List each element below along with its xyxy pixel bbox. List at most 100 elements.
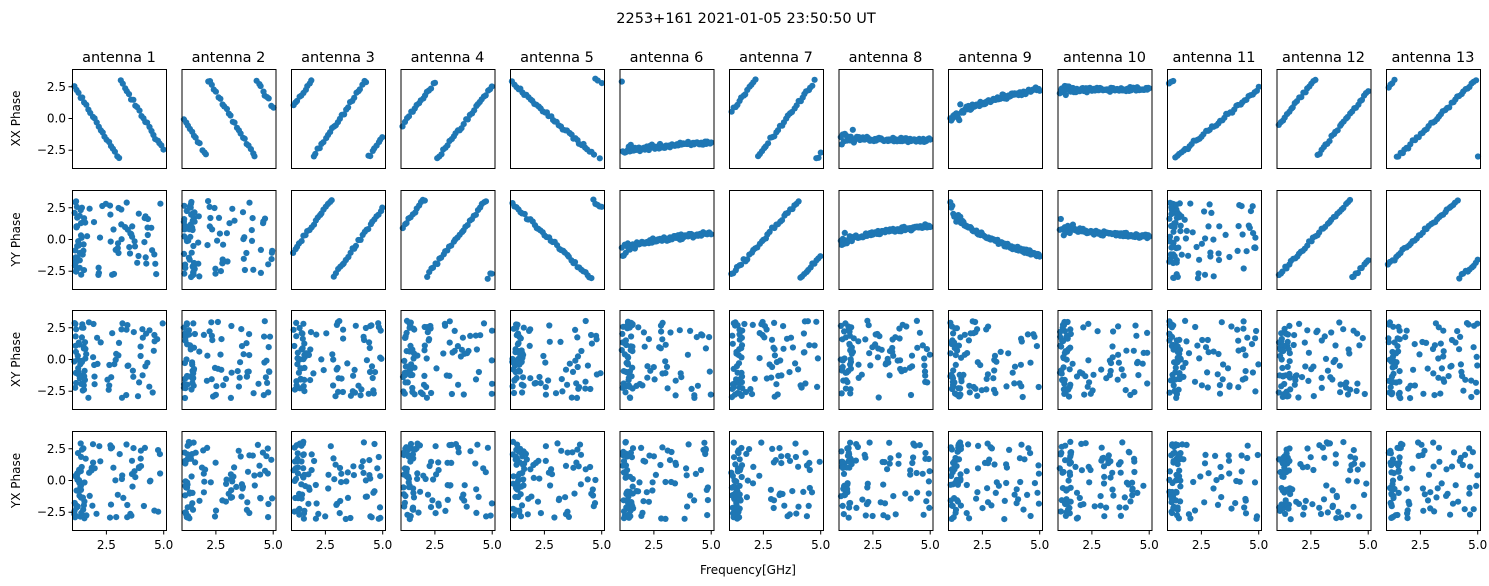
data-point xyxy=(1359,461,1366,468)
data-point xyxy=(1281,380,1288,388)
data-point xyxy=(730,365,737,372)
data-point xyxy=(629,503,636,510)
data-point xyxy=(325,485,332,492)
data-point xyxy=(1433,494,1440,501)
data-point xyxy=(1461,506,1468,513)
data-point xyxy=(350,463,357,470)
data-point xyxy=(243,249,250,257)
data-point xyxy=(291,342,298,350)
x-tick-label: 2.5 xyxy=(863,538,882,552)
data-point xyxy=(578,347,585,355)
data-point xyxy=(97,458,104,465)
data-point xyxy=(1135,372,1142,379)
data-point xyxy=(1238,452,1245,459)
data-point xyxy=(311,457,318,465)
scatter-panel xyxy=(399,310,496,410)
y-tick-label: 2.5 xyxy=(47,201,66,215)
data-point xyxy=(217,351,224,358)
panel-frame xyxy=(948,310,1043,410)
data-point xyxy=(403,465,410,472)
data-point xyxy=(1196,256,1203,263)
data-point xyxy=(1458,368,1465,375)
data-point xyxy=(1082,373,1089,380)
panel-frame xyxy=(729,69,824,169)
data-point xyxy=(414,440,421,447)
data-point xyxy=(546,338,553,345)
scatter-panel xyxy=(1275,310,1372,410)
data-point xyxy=(423,355,430,362)
data-point xyxy=(1309,501,1316,508)
data-point xyxy=(241,266,248,274)
panel-frame xyxy=(72,69,167,169)
data-point xyxy=(598,80,606,87)
data-point xyxy=(407,458,414,465)
data-point xyxy=(514,479,521,486)
data-point xyxy=(619,384,626,391)
data-point xyxy=(952,506,960,513)
data-point xyxy=(692,470,700,477)
data-point xyxy=(187,503,194,510)
data-point xyxy=(1183,441,1190,448)
data-point xyxy=(1240,265,1247,272)
data-point xyxy=(204,352,211,359)
data-point xyxy=(248,227,255,234)
data-point xyxy=(440,350,447,357)
data-point xyxy=(182,264,189,271)
data-point xyxy=(813,318,820,325)
data-point xyxy=(1445,373,1452,380)
data-point xyxy=(991,352,999,359)
data-point xyxy=(415,509,422,516)
data-point xyxy=(188,473,195,480)
scatter-panel xyxy=(1056,69,1153,169)
data-point xyxy=(461,482,468,489)
data-point xyxy=(572,357,579,364)
data-point xyxy=(922,378,929,385)
data-point xyxy=(1291,332,1298,339)
data-point xyxy=(671,480,679,487)
data-point xyxy=(866,439,873,446)
data-point xyxy=(257,471,264,478)
data-point xyxy=(838,390,845,397)
data-point xyxy=(1180,456,1187,463)
data-point xyxy=(778,460,785,467)
data-point xyxy=(90,219,98,226)
data-point xyxy=(1461,451,1469,458)
data-point xyxy=(903,323,910,330)
data-point xyxy=(406,482,413,489)
data-point xyxy=(548,471,556,478)
data-point xyxy=(1242,352,1249,359)
data-point xyxy=(448,441,455,448)
data-point xyxy=(196,497,203,504)
data-point xyxy=(1119,439,1126,446)
data-point xyxy=(979,505,986,512)
scatter-panel xyxy=(71,310,167,410)
data-point xyxy=(338,470,345,477)
data-point xyxy=(334,500,341,507)
data-point xyxy=(1067,451,1074,458)
data-point xyxy=(1170,259,1177,267)
data-point xyxy=(123,326,130,333)
data-point xyxy=(1057,215,1064,223)
panel-frame xyxy=(619,310,715,410)
data-point xyxy=(1226,382,1233,389)
scatter-panel xyxy=(181,431,277,531)
data-point xyxy=(1310,466,1317,474)
data-point xyxy=(71,499,78,507)
data-point xyxy=(1201,460,1209,467)
data-point xyxy=(520,476,527,483)
data-point xyxy=(708,139,715,146)
data-point xyxy=(777,490,784,497)
data-point xyxy=(1468,393,1475,401)
data-point xyxy=(212,88,219,95)
data-point xyxy=(119,320,126,327)
scatter-panel xyxy=(399,190,496,290)
data-point xyxy=(1173,201,1180,208)
data-point xyxy=(514,441,521,448)
data-point xyxy=(730,454,738,461)
data-point xyxy=(1235,384,1242,391)
data-point xyxy=(83,512,90,519)
data-point xyxy=(1443,492,1450,499)
data-point xyxy=(892,334,899,341)
data-point xyxy=(1081,391,1088,398)
data-point xyxy=(926,351,933,358)
